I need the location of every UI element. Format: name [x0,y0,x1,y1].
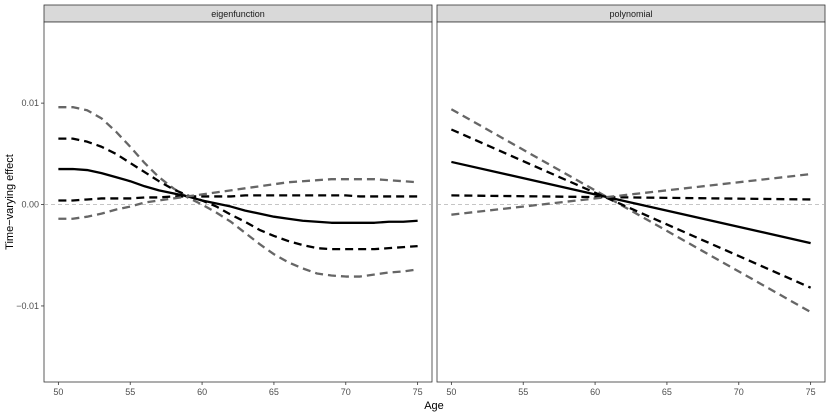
dashed-series-line [451,172,811,216]
series-group [437,108,825,314]
x-tick-label: 55 [125,387,135,397]
y-tick-label: −0.01 [16,301,39,311]
dashed-series-line [451,194,811,201]
panel-polynomial: polynomial 50 55 60 65 70 75 [436,4,826,397]
x-tick-label: 75 [806,387,816,397]
panel-border [43,21,433,383]
dashed-series-line [58,178,418,220]
x-tick-label: 75 [413,387,423,397]
panel-eigenfunction: eigenfunction 50 55 60 65 70 75 [43,4,433,397]
y-axis-title: Time−varying effect [4,154,16,250]
x-axis-ticks: 50 55 60 65 70 75 [446,382,816,397]
x-tick-label: 65 [269,387,279,397]
x-tick-label: 50 [446,387,456,397]
x-tick-label: 65 [662,387,672,397]
solid-series-line [451,160,811,245]
dashed-series-line [58,137,418,251]
dashed-series-line [58,106,418,278]
x-tick-label: 55 [518,387,528,397]
strip-label-eigenfunction: eigenfunction [211,9,265,19]
x-tick-label: 70 [734,387,744,397]
series-group [44,106,432,278]
dashed-series-line [450,128,812,289]
y-tick-label: 0.00 [21,200,39,210]
x-tick-label: 70 [341,387,351,397]
dashed-series-line [450,108,812,314]
x-tick-label: 50 [53,387,63,397]
solid-series-line [58,167,418,224]
x-tick-label: 60 [197,387,207,397]
dashed-series-line [58,194,418,202]
y-tick-label: 0.01 [21,98,39,108]
x-axis-ticks: 50 55 60 65 70 75 [53,382,423,397]
y-axis: −0.01 0.00 0.01 [16,98,44,311]
strip-label-polynomial: polynomial [609,9,652,19]
x-axis-title: Age [424,400,444,412]
x-tick-label: 60 [590,387,600,397]
